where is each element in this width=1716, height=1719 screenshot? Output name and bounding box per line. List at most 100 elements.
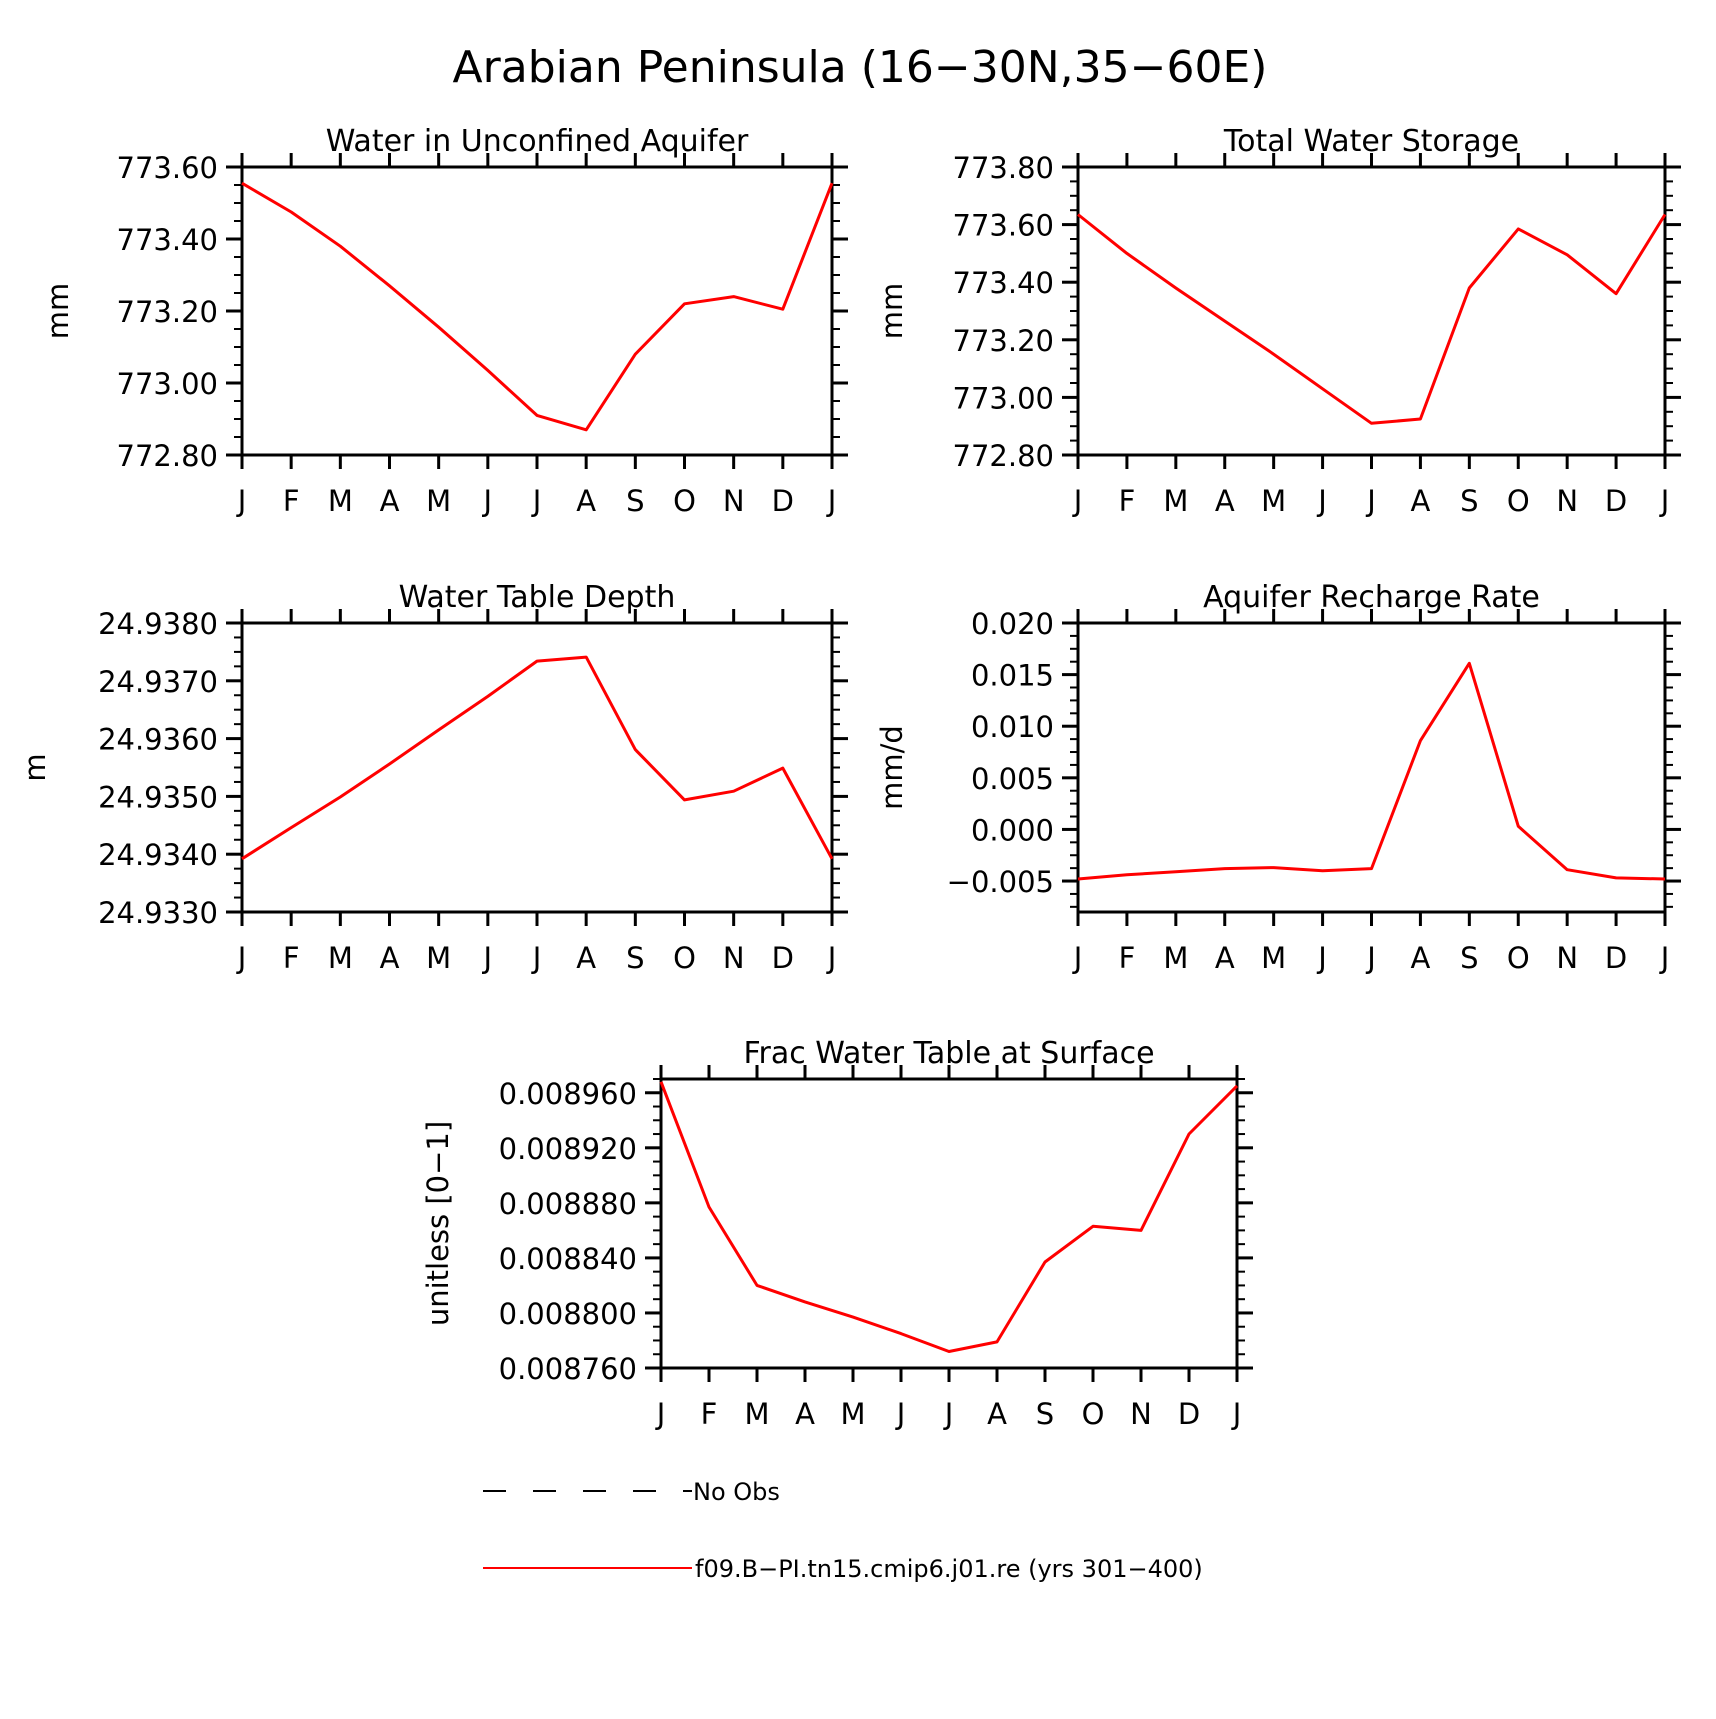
y-tick-label: −0.005 [947, 865, 1054, 899]
legend-obs-label: No Obs [693, 1478, 780, 1506]
y-tick-label: 24.9380 [98, 607, 218, 641]
x-tick-label: J [655, 1397, 666, 1431]
x-tick-label: O [1082, 1397, 1105, 1431]
series-line [659, 1081, 1239, 1353]
x-tick-label: J [826, 941, 837, 975]
x-tick-label: M [744, 1397, 769, 1431]
x-tick-label: A [795, 1397, 815, 1431]
y-tick-label: 773.00 [953, 381, 1054, 415]
x-tick-label: M [1163, 484, 1188, 518]
y-tick-label: 773.40 [953, 266, 1054, 300]
x-tick-label: D [1605, 484, 1627, 518]
x-tick-label: N [723, 484, 745, 518]
y-tick-label: 772.80 [117, 439, 218, 473]
x-tick-label: M [328, 941, 353, 975]
x-tick-label: M [426, 484, 451, 518]
y-tick-label: 772.80 [953, 439, 1054, 473]
y-axis-label: m [18, 753, 52, 781]
series-line [1077, 213, 1667, 425]
x-tick-label: M [1163, 941, 1188, 975]
x-tick-label: N [723, 941, 745, 975]
x-tick-label: J [1316, 941, 1327, 975]
plot-frame [659, 1077, 1239, 1370]
x-tick-label: A [1215, 484, 1235, 518]
x-tick-label: A [380, 484, 400, 518]
x-tick-label: A [1410, 941, 1430, 975]
x-tick-label: J [1365, 941, 1376, 975]
x-tick-label: M [840, 1397, 865, 1431]
x-tick-label: N [1556, 484, 1578, 518]
x-tick-label: J [1072, 484, 1083, 518]
y-tick-label: 24.9360 [98, 723, 218, 757]
x-tick-label: D [1605, 941, 1627, 975]
plot-frame [240, 165, 834, 457]
x-tick-label: D [772, 484, 794, 518]
y-tick-label: 24.9340 [98, 838, 218, 872]
x-tick-label: A [576, 484, 596, 518]
y-tick-label: 773.60 [117, 151, 218, 185]
x-tick-label: J [531, 941, 542, 975]
x-tick-label: D [1178, 1397, 1200, 1431]
x-tick-label: O [1507, 484, 1530, 518]
x-tick-label: J [1316, 484, 1327, 518]
x-tick-label: A [1410, 484, 1430, 518]
y-tick-label: 0.015 [971, 659, 1054, 693]
x-tick-label: F [283, 941, 300, 975]
figure-title: Arabian Peninsula (16−30N,35−60E) [453, 42, 1268, 93]
y-tick-label: 773.20 [117, 295, 218, 329]
x-tick-label: J [826, 484, 837, 518]
x-tick-label: A [576, 941, 596, 975]
x-tick-label: F [1119, 941, 1136, 975]
x-tick-label: O [673, 941, 696, 975]
plot-frame [240, 621, 834, 914]
y-tick-label: 0.010 [971, 710, 1054, 744]
x-tick-label: J [943, 1397, 954, 1431]
y-tick-label: 24.9370 [98, 665, 218, 699]
y-tick-label: 0.008960 [499, 1077, 637, 1111]
x-tick-label: J [236, 484, 247, 518]
x-tick-label: F [1119, 484, 1136, 518]
x-tick-label: J [1365, 484, 1376, 518]
x-tick-label: J [1072, 941, 1083, 975]
y-tick-label: 24.9330 [98, 896, 218, 930]
x-tick-label: N [1556, 941, 1578, 975]
x-tick-label: M [328, 484, 353, 518]
legend: No Obs f09.B−PI.tn15.cmip6.j01.re (yrs 3… [483, 1478, 1203, 1583]
x-tick-label: J [482, 484, 493, 518]
x-tick-label: J [236, 941, 247, 975]
y-axis-label: mm [41, 283, 75, 340]
x-tick-label: J [895, 1397, 906, 1431]
x-tick-label: S [1460, 484, 1478, 518]
y-tick-label: 0.008760 [499, 1352, 637, 1386]
series-line [241, 655, 834, 861]
y-tick-label: 773.60 [953, 209, 1054, 243]
y-tick-label: 0.005 [971, 762, 1054, 796]
x-tick-label: O [1507, 941, 1530, 975]
x-tick-label: J [482, 941, 493, 975]
x-tick-label: A [380, 941, 400, 975]
x-tick-label: J [1659, 484, 1670, 518]
x-tick-label: O [673, 484, 696, 518]
y-axis-label: mm [875, 283, 909, 340]
x-tick-label: D [772, 941, 794, 975]
y-tick-label: 0.008800 [499, 1297, 637, 1331]
y-tick-label: 773.80 [953, 151, 1054, 185]
x-tick-label: F [701, 1397, 718, 1431]
x-tick-label: M [1261, 484, 1286, 518]
y-tick-label: 0.008840 [499, 1242, 637, 1276]
x-tick-label: S [626, 941, 644, 975]
y-axis-label: mm/d [875, 725, 909, 810]
x-tick-label: J [1231, 1397, 1242, 1431]
series-line [1077, 661, 1666, 881]
x-tick-label: A [1215, 941, 1235, 975]
x-tick-label: S [626, 484, 644, 518]
y-tick-label: 0.000 [971, 813, 1054, 847]
x-tick-label: J [1659, 941, 1670, 975]
x-tick-label: S [1460, 941, 1478, 975]
